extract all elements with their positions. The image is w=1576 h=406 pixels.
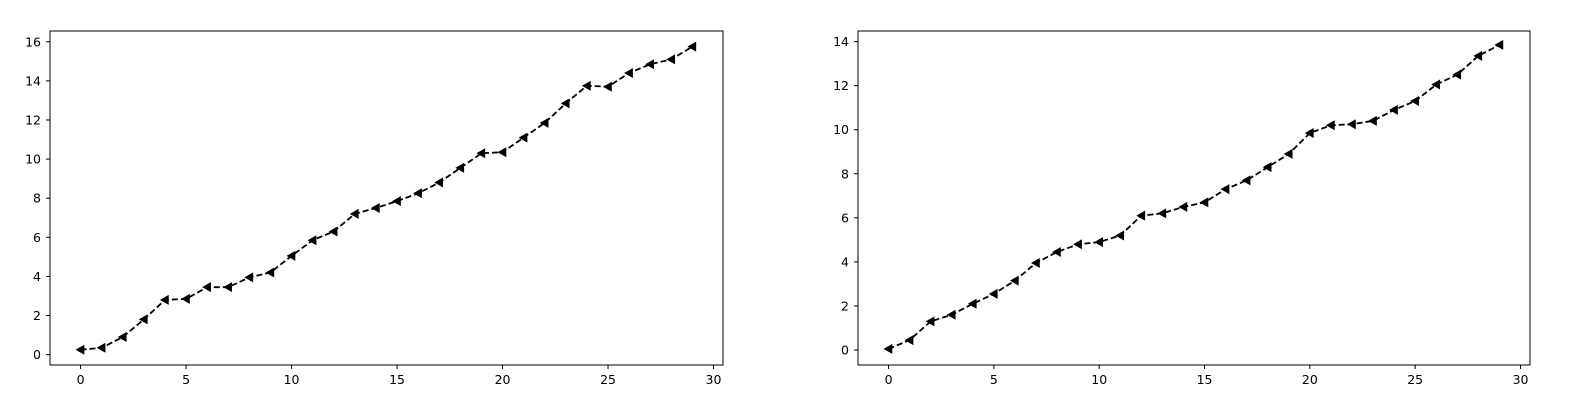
- data-point: [539, 117, 549, 128]
- y-tick-label: 4: [841, 254, 849, 269]
- data-point: [75, 344, 85, 355]
- y-tick-label: 2: [33, 308, 41, 323]
- data-point: [904, 335, 914, 346]
- data-point: [1199, 197, 1209, 208]
- data-point: [202, 282, 211, 293]
- data-point: [265, 267, 275, 278]
- x-tick-label: 0: [885, 372, 893, 387]
- data-point: [1431, 79, 1441, 90]
- data-point: [370, 202, 380, 213]
- data-point: [1262, 162, 1272, 173]
- data-point: [1073, 239, 1082, 250]
- data-point: [392, 196, 401, 207]
- data-point: [1115, 230, 1125, 241]
- data-point: [1178, 201, 1188, 212]
- data-point: [1052, 246, 1061, 257]
- x-tick-label: 15: [1197, 372, 1213, 387]
- data-point: [518, 132, 528, 143]
- data-point: [1473, 50, 1483, 61]
- x-tick-label: 25: [600, 372, 616, 387]
- x-tick-label: 15: [389, 372, 405, 387]
- y-tick-label: 14: [833, 34, 849, 49]
- data-point: [307, 235, 317, 246]
- series-line: [888, 44, 1500, 350]
- data-point: [967, 298, 977, 309]
- y-tick-label: 4: [33, 269, 41, 284]
- data-point: [1494, 39, 1504, 50]
- data-point: [1410, 96, 1419, 107]
- data-point: [159, 294, 169, 305]
- data-point: [1094, 237, 1103, 248]
- data-point: [244, 272, 254, 283]
- data-point: [1283, 148, 1293, 159]
- data-point: [624, 68, 633, 79]
- x-tick-label: 0: [77, 372, 85, 387]
- data-point: [1346, 119, 1356, 130]
- data-point: [1009, 275, 1019, 286]
- data-point: [1241, 175, 1251, 186]
- y-tick-label: 6: [841, 210, 849, 225]
- y-tick-label: 10: [833, 122, 849, 137]
- data-point: [581, 80, 591, 91]
- x-tick-label: 20: [495, 372, 511, 387]
- y-tick-label: 6: [33, 230, 41, 245]
- y-tick-label: 0: [841, 343, 849, 358]
- x-tick-label: 10: [284, 372, 300, 387]
- x-tick-label: 25: [1407, 372, 1423, 387]
- x-tick-label: 20: [1302, 372, 1318, 387]
- data-point: [1304, 128, 1314, 139]
- y-tick-label: 8: [33, 191, 41, 206]
- y-tick-label: 2: [841, 298, 849, 313]
- y-tick-label: 12: [25, 112, 41, 127]
- data-point: [645, 59, 654, 70]
- data-point: [223, 282, 233, 293]
- data-point: [349, 208, 359, 219]
- y-tick-label: 16: [25, 34, 41, 49]
- data-point: [117, 332, 127, 343]
- chart-2: 0 5 10 15 20 25 30 0 2 4 6 8 10 12 14: [833, 30, 1531, 387]
- data-point: [1389, 104, 1398, 115]
- y-tick-label: 14: [25, 73, 41, 88]
- data-point: [1368, 115, 1377, 126]
- data-point: [687, 41, 697, 52]
- data-point: [1325, 120, 1335, 131]
- y-tick-label: 0: [33, 347, 41, 362]
- data-point: [603, 81, 612, 92]
- data-point: [1452, 69, 1462, 80]
- data-point: [328, 226, 338, 237]
- chart-1: 0 5 10 15 20 25 30 0 2 4 6 8 10 12 14 16: [25, 30, 724, 387]
- y-tick-label: 10: [25, 152, 41, 167]
- data-point: [286, 250, 296, 261]
- data-point: [560, 98, 570, 109]
- data-point: [497, 147, 507, 158]
- data-point: [434, 177, 443, 188]
- data-point: [946, 309, 956, 320]
- y-tick-label: 12: [833, 78, 849, 93]
- y-tick-label: 8: [841, 166, 849, 181]
- x-tick-label: 30: [706, 372, 722, 387]
- data-point: [925, 316, 935, 327]
- x-tick-label: 5: [182, 372, 190, 387]
- data-point: [96, 342, 106, 353]
- data-point: [883, 343, 893, 354]
- data-point: [138, 314, 148, 325]
- data-point: [413, 188, 422, 199]
- data-point: [1157, 208, 1167, 219]
- axes-frame: [49, 30, 724, 366]
- x-tick-label: 30: [1513, 372, 1529, 387]
- data-point: [1220, 184, 1230, 195]
- data-point: [181, 293, 190, 304]
- data-point: [988, 288, 998, 299]
- data-point: [476, 148, 486, 159]
- data-point: [455, 162, 465, 173]
- data-point: [1031, 257, 1040, 268]
- x-tick-label: 5: [990, 372, 998, 387]
- data-point: [1136, 210, 1146, 221]
- axes-frame: [857, 30, 1531, 366]
- x-tick-label: 10: [1091, 372, 1107, 387]
- data-point: [666, 54, 676, 65]
